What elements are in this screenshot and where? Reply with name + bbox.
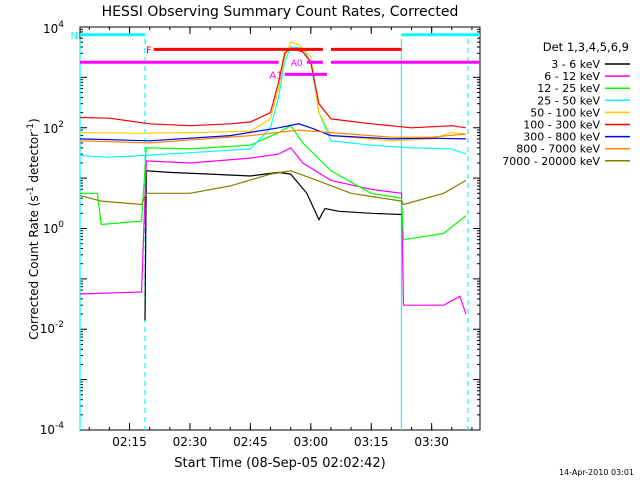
- y-tick-label: 100: [43, 220, 64, 236]
- series-line: [80, 124, 467, 241]
- legend-label: 12 - 25 keV: [537, 82, 600, 95]
- annotation-label: A0: [291, 59, 303, 69]
- x-tick-label: 02:15: [112, 435, 147, 449]
- y-label-end: ): [27, 118, 41, 123]
- y-label-sup2: -1: [26, 123, 36, 132]
- series-line: [79, 147, 467, 315]
- y-tick-label: 10-2: [40, 320, 64, 336]
- legend-label: 50 - 100 keV: [530, 106, 600, 119]
- state-bar-label: A1: [269, 70, 282, 81]
- y-tick-exp: -2: [55, 320, 64, 330]
- legend-label: 100 - 300 keV: [523, 119, 600, 132]
- y-tick-base: 10: [40, 322, 55, 336]
- y-tick-exp: 0: [58, 220, 64, 230]
- series-line: [144, 170, 402, 321]
- x-axis-label: Start Time (08-Sep-05 02:02:42): [174, 456, 385, 471]
- x-axis-ticks: 02:15 02:30 02:45 03:00 03:15 03:30: [88, 27, 473, 449]
- state-bar-label: N: [71, 31, 78, 42]
- y-tick-exp: 2: [58, 120, 64, 130]
- y-tick-base: 10: [43, 222, 58, 236]
- state-bars-layer: N F A1 A0: [71, 31, 480, 81]
- y-tick-base: 10: [43, 22, 58, 36]
- footer-timestamp: 14-Apr-2010 03:01: [559, 468, 634, 477]
- y-tick-exp: 4: [58, 20, 64, 30]
- y-tick-base: 10: [43, 122, 58, 136]
- legend-title: Det 1,3,4,5,6,9: [543, 40, 629, 54]
- y-label-tail: detector: [27, 132, 41, 187]
- legend-label: 800 - 7000 keV: [516, 143, 600, 156]
- x-tick-label: 02:45: [233, 435, 268, 449]
- x-tick-label: 02:30: [173, 435, 208, 449]
- y-tick-label: 104: [43, 20, 64, 36]
- x-tick-label: 03:30: [414, 435, 449, 449]
- series-line: [79, 47, 466, 129]
- y-label-main: Corrected Count Rate (s: [27, 195, 41, 339]
- chart-title: HESSI Observing Summary Count Rates, Cor…: [102, 4, 459, 20]
- y-axis-ticks: 104 102 100 10-2 10-4: [40, 20, 65, 437]
- y-axis-label: Corrected Count Rate (s-1 detector-1): [26, 118, 41, 339]
- y-tick-exp: -4: [55, 421, 64, 431]
- legend-label: 300 - 800 keV: [523, 131, 600, 144]
- series-line: [79, 41, 466, 142]
- y-tick-label: 10-4: [40, 421, 65, 437]
- y-label-sup: -1: [26, 186, 36, 195]
- x-tick-label: 03:15: [354, 435, 389, 449]
- series-line: [79, 46, 467, 158]
- state-bar-label: F: [146, 45, 152, 56]
- x-tick-label: 03:00: [294, 435, 329, 449]
- legend-label: 25 - 50 keV: [537, 94, 600, 107]
- series-layer: [79, 41, 467, 321]
- legend-label: 7000 - 20000 keV: [502, 155, 600, 168]
- legend-label: 3 - 6 keV: [551, 58, 600, 71]
- y-tick-base: 10: [40, 423, 55, 437]
- y-tick-label: 102: [43, 120, 64, 136]
- series-line: [79, 123, 466, 142]
- series-line: [79, 170, 467, 206]
- vertical-markers: [79, 39, 469, 430]
- series-line: [79, 129, 466, 144]
- legend-label: 6 - 12 keV: [544, 70, 600, 83]
